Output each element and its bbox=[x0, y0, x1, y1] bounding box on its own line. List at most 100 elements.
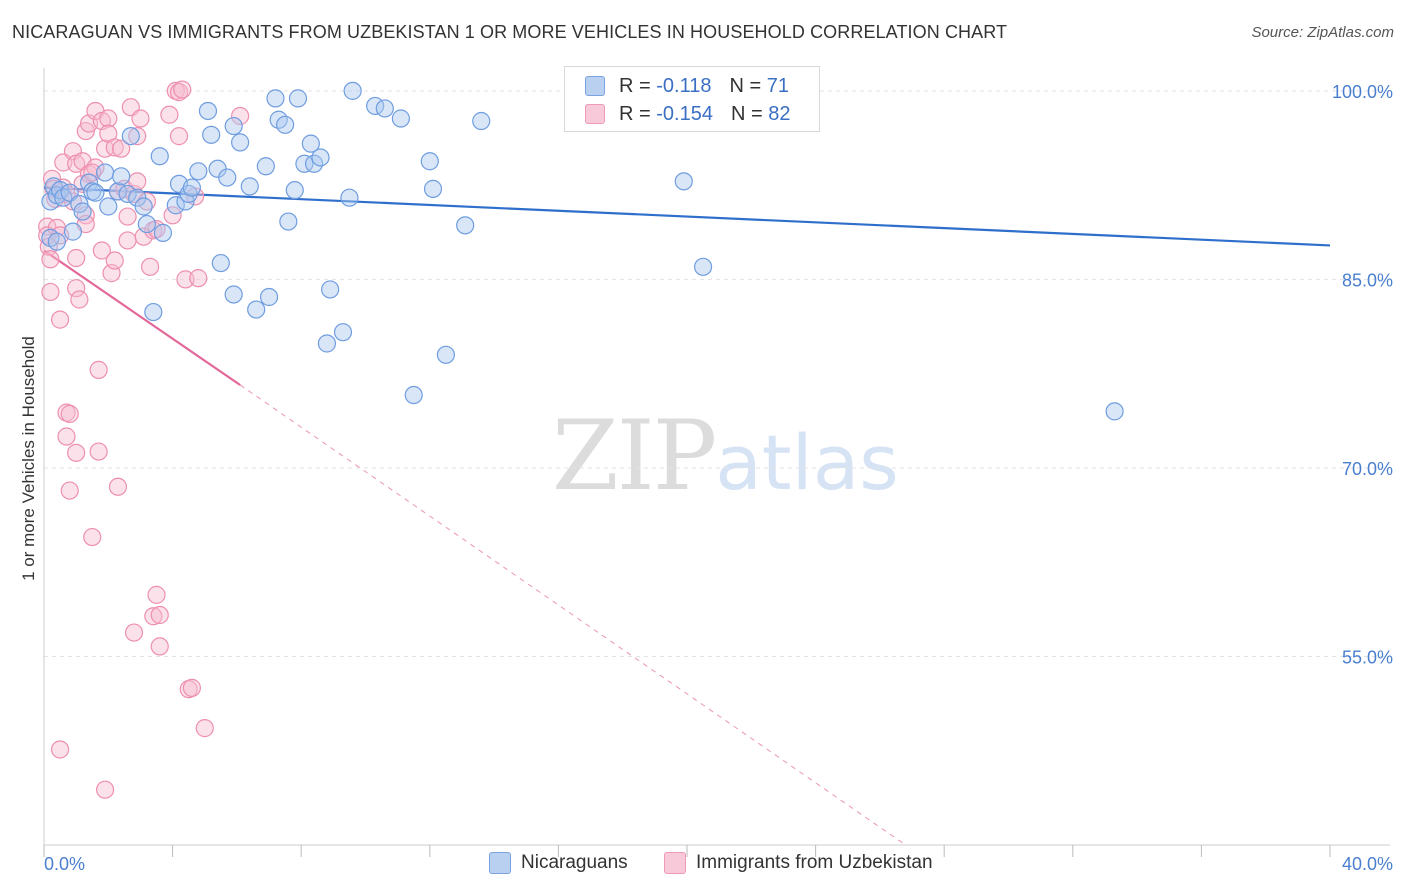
data-point-nicaraguans bbox=[259, 287, 279, 307]
data-point-uzbekistan bbox=[169, 83, 189, 102]
data-point-nicaraguans bbox=[231, 133, 250, 152]
data-point-uzbekistan bbox=[231, 106, 250, 126]
data-point-nicaraguans bbox=[333, 323, 353, 342]
data-point-nicaraguans bbox=[266, 89, 285, 108]
source-label: Source: ZipAtlas.com bbox=[1251, 24, 1394, 41]
data-point-nicaraguans bbox=[198, 101, 218, 121]
data-point-nicaraguans bbox=[288, 89, 308, 108]
axis-labels: 55.0% 70.0% 85.0% 100.0% 0.0% 40.0% 1 or more … bbox=[19, 82, 1393, 874]
axes bbox=[43, 68, 1390, 857]
data-point-uzbekistan bbox=[131, 109, 150, 128]
legend-swatch-pink bbox=[585, 104, 605, 124]
data-point-nicaraguans bbox=[301, 134, 320, 153]
legend-r-value: -0.154 bbox=[656, 102, 713, 125]
y-tick-label: 70.0% bbox=[1342, 459, 1393, 479]
data-point-uzbekistan bbox=[128, 127, 147, 146]
legend-swatch-blue bbox=[489, 852, 511, 874]
trend-line-uzbekistan-extrapolated bbox=[239, 384, 906, 846]
data-point-nicaraguans bbox=[153, 223, 173, 242]
gridlines bbox=[44, 90, 1390, 657]
data-point-nicaraguans bbox=[472, 111, 491, 131]
data-point-uzbekistan bbox=[41, 282, 60, 302]
data-point-uzbekistan bbox=[83, 163, 102, 182]
data-point-nicaraguans bbox=[218, 168, 237, 187]
data-point-nicaraguans bbox=[674, 172, 693, 191]
data-point-nicaraguans bbox=[150, 147, 169, 166]
data-point-nicaraguans bbox=[256, 157, 275, 176]
data-point-uzbekistan bbox=[147, 585, 166, 604]
data-point-uzbekistan bbox=[160, 105, 179, 124]
legend-item-nicaraguans: Nicaraguans bbox=[489, 852, 628, 874]
data-point-uzbekistan bbox=[169, 127, 189, 146]
legend-n-label: N = bbox=[729, 74, 762, 97]
legend-label-uzbekistan: Immigrants from Uzbekistan bbox=[696, 852, 933, 873]
data-point-uzbekistan bbox=[176, 270, 195, 289]
data-point-nicaraguans bbox=[340, 188, 359, 207]
data-point-uzbekistan bbox=[95, 139, 115, 158]
data-point-nicaraguans bbox=[423, 179, 443, 198]
data-point-nicaraguans bbox=[137, 214, 156, 234]
legend-label-nicaraguans: Nicaraguans bbox=[521, 852, 628, 873]
data-point-uzbekistan bbox=[50, 310, 70, 329]
data-point-uzbekistan bbox=[105, 251, 124, 270]
data-point-uzbekistan bbox=[150, 605, 169, 625]
data-point-nicaraguans bbox=[1105, 402, 1124, 421]
data-point-nicaraguans bbox=[118, 184, 137, 204]
data-point-nicaraguans bbox=[321, 280, 340, 299]
legend-n-value: 71 bbox=[766, 74, 789, 97]
data-point-uzbekistan bbox=[144, 607, 163, 626]
series-nicaraguans bbox=[41, 81, 1124, 421]
data-point-nicaraguans bbox=[166, 196, 185, 215]
legend-r-label: R = bbox=[619, 74, 651, 97]
data-point-uzbekistan bbox=[67, 248, 86, 268]
data-point-nicaraguans bbox=[63, 222, 83, 241]
data-point-nicaraguans bbox=[285, 181, 304, 200]
data-point-nicaraguans bbox=[189, 162, 208, 181]
data-point-uzbekistan bbox=[89, 442, 108, 461]
data-point-uzbekistan bbox=[112, 139, 131, 158]
data-point-nicaraguans bbox=[391, 109, 410, 128]
data-point-nicaraguans bbox=[144, 302, 163, 322]
data-point-uzbekistan bbox=[86, 158, 105, 177]
data-point-nicaraguans bbox=[456, 216, 475, 235]
legend-n-value: 82 bbox=[768, 102, 791, 125]
data-point-nicaraguans bbox=[343, 81, 362, 100]
data-point-nicaraguans bbox=[693, 257, 713, 276]
legend-r-value: -0.118 bbox=[656, 74, 712, 97]
data-point-uzbekistan bbox=[124, 623, 144, 642]
data-point-nicaraguans bbox=[404, 385, 423, 405]
chart-title: NICARAGUAN VS IMMIGRANTS FROM UZBEKISTAN… bbox=[12, 22, 1008, 42]
data-point-nicaraguans bbox=[375, 99, 394, 118]
y-tick-label: 55.0% bbox=[1342, 647, 1393, 667]
data-point-uzbekistan bbox=[38, 226, 57, 245]
data-point-uzbekistan bbox=[89, 360, 108, 379]
data-point-uzbekistan bbox=[163, 206, 182, 225]
data-point-uzbekistan bbox=[105, 138, 124, 157]
data-point-nicaraguans bbox=[73, 202, 92, 221]
data-point-uzbekistan bbox=[150, 637, 169, 656]
legend-item-uzbekistan: Immigrants from Uzbekistan bbox=[664, 852, 933, 874]
data-point-uzbekistan bbox=[60, 481, 79, 500]
data-point-uzbekistan bbox=[137, 192, 156, 211]
data-point-nicaraguans bbox=[99, 197, 118, 216]
trend-line-nicaraguans bbox=[43, 186, 1331, 247]
data-point-nicaraguans bbox=[311, 148, 330, 167]
legend-r-label: R = bbox=[619, 102, 651, 125]
data-point-nicaraguans bbox=[295, 154, 314, 173]
data-point-uzbekistan bbox=[108, 477, 128, 496]
data-point-nicaraguans bbox=[224, 285, 243, 304]
data-point-uzbekistan bbox=[57, 427, 76, 446]
y-tick-label: 85.0% bbox=[1342, 270, 1393, 290]
data-point-uzbekistan bbox=[189, 269, 208, 288]
data-point-uzbekistan bbox=[41, 250, 60, 269]
data-point-nicaraguans bbox=[211, 253, 230, 273]
data-point-uzbekistan bbox=[118, 207, 137, 226]
data-point-nicaraguans bbox=[436, 345, 455, 364]
legend-n-label: N = bbox=[730, 102, 763, 125]
data-point-nicaraguans bbox=[95, 163, 115, 182]
watermark: ZIPatlas bbox=[552, 400, 899, 512]
legend-row-uzbekistan: R = -0.154 N = 82 bbox=[585, 102, 790, 126]
legend-swatch-pink bbox=[664, 852, 686, 874]
data-point-nicaraguans bbox=[202, 125, 221, 144]
